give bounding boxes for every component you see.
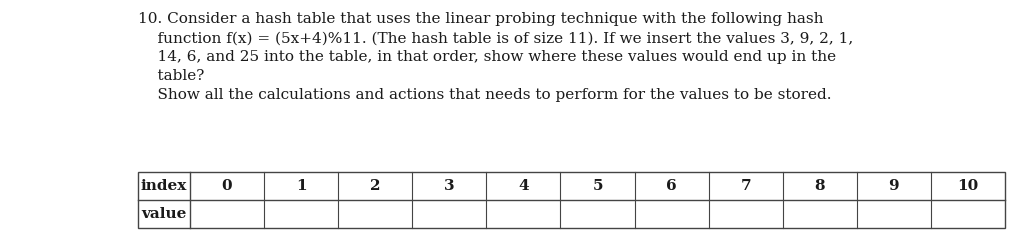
Text: table?: table?	[138, 69, 205, 83]
Text: Show all the calculations and actions that needs to perform for the values to be: Show all the calculations and actions th…	[138, 88, 831, 102]
Text: 5: 5	[592, 179, 603, 193]
Text: 1: 1	[296, 179, 306, 193]
Text: 14, 6, and 25 into the table, in that order, show where these values would end u: 14, 6, and 25 into the table, in that or…	[138, 50, 837, 64]
Text: 10: 10	[957, 179, 979, 193]
Text: 7: 7	[740, 179, 751, 193]
Text: value: value	[141, 207, 186, 221]
Bar	[138, 172, 1005, 228]
Text: 10. Consider a hash table that uses the linear probing technique with the follow: 10. Consider a hash table that uses the …	[138, 12, 823, 26]
Text: 4: 4	[518, 179, 528, 193]
Text: 8: 8	[814, 179, 825, 193]
Text: 2: 2	[370, 179, 381, 193]
Text: 6: 6	[667, 179, 677, 193]
Text: 9: 9	[889, 179, 899, 193]
Text: index: index	[141, 179, 187, 193]
Text: 0: 0	[222, 179, 232, 193]
Text: function f(x) = (5x+4)%11. (The hash table is of size 11). If we insert the valu: function f(x) = (5x+4)%11. (The hash tab…	[138, 31, 853, 45]
Text: 3: 3	[444, 179, 455, 193]
